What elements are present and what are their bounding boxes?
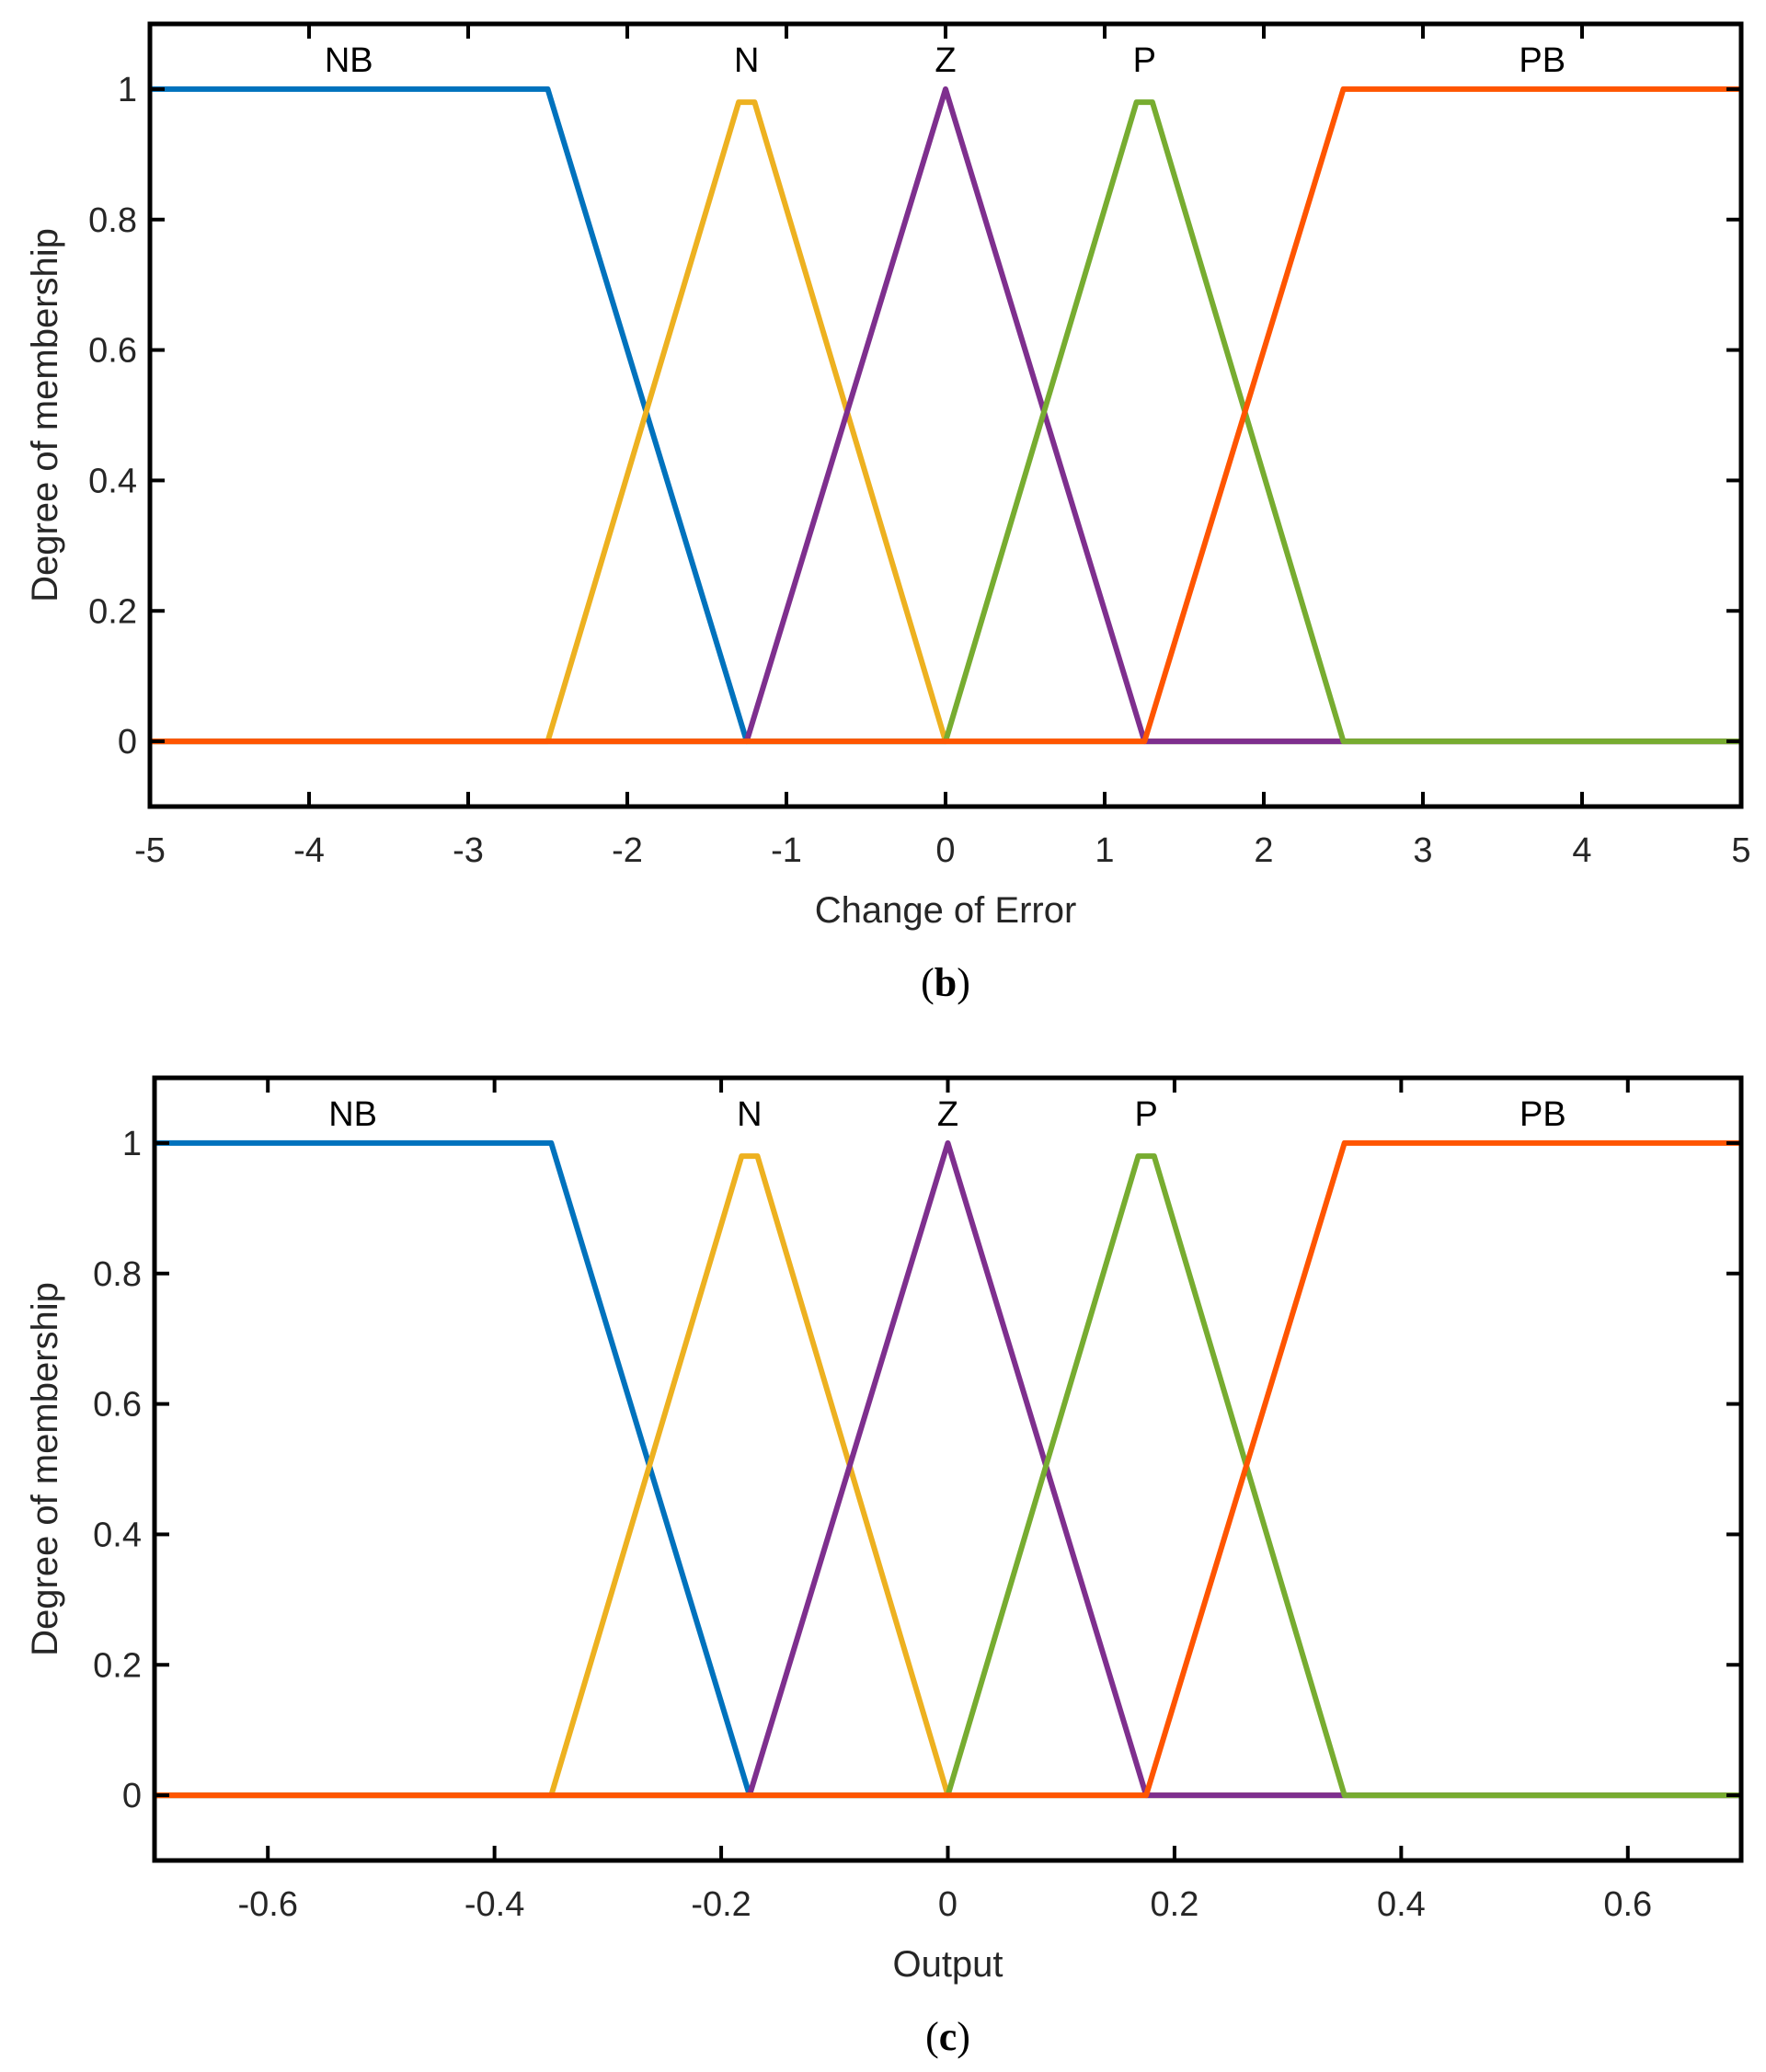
- x-tick-label: 0.2: [1151, 1885, 1199, 1924]
- x-tick-label: 0.6: [1603, 1885, 1652, 1924]
- y-tick-label: 1: [122, 1125, 142, 1163]
- y-tick-label: 0.4: [93, 1516, 142, 1554]
- plot-frame: [152, 1075, 1744, 1863]
- x-tick-label: 5: [1731, 831, 1750, 870]
- series-line-z: [150, 86, 1741, 745]
- y-tick-label: 0.2: [88, 592, 137, 631]
- y-axis-label: Degree of membership: [25, 228, 65, 602]
- y-tick-label: 1: [118, 71, 137, 109]
- chart-panel-b: -5 -4 -3 -2 -1 0 1 2 3 4 5 0 0.2 0.4 0.6 0.8 1 NB N Z P PB Cha…: [25, 21, 1751, 1005]
- plot-frame: [147, 21, 1744, 809]
- y-tick-label: 0.8: [93, 1255, 142, 1294]
- chart-panel-c: -0.6 -0.4 -0.2 0 0.2 0.4 0.6 0 0.2 0.4 0.6 0.8 1 NB N Z…: [25, 1075, 1744, 2059]
- panel-caption: (b): [921, 960, 970, 1005]
- x-tick-label: -0.2: [691, 1885, 751, 1924]
- mf-label-n: N: [734, 41, 759, 80]
- series-line-p: [150, 99, 1741, 745]
- x-tick-label: -1: [771, 831, 802, 870]
- mf-label-pb: PB: [1519, 1095, 1566, 1134]
- series-line-p: [155, 1153, 1741, 1799]
- x-tick-label: -0.4: [464, 1885, 524, 1924]
- x-tick-label: 3: [1413, 831, 1432, 870]
- x-tick-label: 0.4: [1377, 1885, 1426, 1924]
- x-tick-label: 0: [938, 1885, 958, 1924]
- y-tick-label: 0.6: [93, 1386, 142, 1425]
- y-tick-label: 0.6: [88, 332, 137, 371]
- y-tick-label: 0.8: [88, 201, 137, 240]
- mf-label-p: P: [1133, 41, 1156, 80]
- y-tick-label: 0: [118, 723, 137, 761]
- x-tick-label: 2: [1254, 831, 1273, 870]
- y-tick-label: 0.2: [93, 1646, 142, 1685]
- x-tick-label: -4: [293, 831, 325, 870]
- x-tick-label: -0.6: [237, 1885, 297, 1924]
- x-tick-label: -5: [134, 831, 166, 870]
- x-tick-label: -2: [612, 831, 643, 870]
- series-line-pb: [155, 1139, 1741, 1799]
- x-tick-label: -3: [453, 831, 484, 870]
- y-tick-label: 0: [122, 1777, 142, 1815]
- mf-label-z: Z: [935, 41, 956, 80]
- y-tick-label: 0.4: [88, 462, 137, 500]
- x-tick-label: 0: [935, 831, 955, 870]
- mf-label-n: N: [737, 1095, 762, 1134]
- series-line-n: [155, 1153, 1741, 1799]
- mf-label-nb: NB: [328, 1095, 377, 1134]
- mf-label-z: Z: [937, 1095, 958, 1134]
- series-line-n: [150, 99, 1741, 745]
- mf-label-pb: PB: [1519, 41, 1565, 80]
- x-tick-label: 4: [1572, 831, 1591, 870]
- x-tick-label: 1: [1095, 831, 1114, 870]
- y-axis-label: Degree of membership: [25, 1282, 65, 1656]
- series-line-nb: [155, 1139, 1741, 1799]
- x-axis-label: Change of Error: [815, 890, 1077, 931]
- panel-caption: (c): [925, 2014, 970, 2059]
- series-line-z: [155, 1139, 1741, 1799]
- x-axis-label: Output: [892, 1944, 1003, 1985]
- mf-label-p: P: [1134, 1095, 1157, 1134]
- series-line-nb: [150, 86, 1741, 745]
- series-line-pb: [150, 86, 1741, 745]
- mf-label-nb: NB: [325, 41, 373, 80]
